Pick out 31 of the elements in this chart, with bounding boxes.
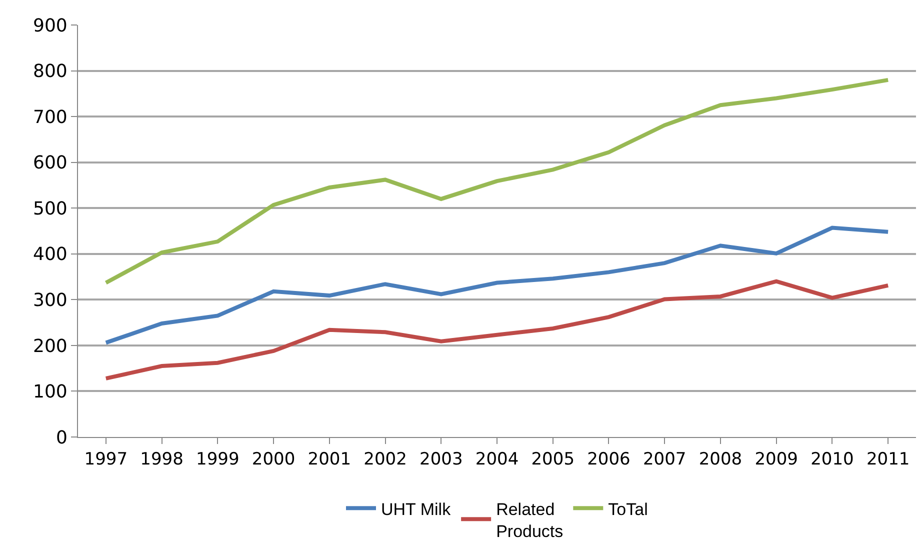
x-tick-label: 2004: [475, 449, 519, 470]
x-tick-label: 1998: [140, 449, 184, 470]
x-tick-label: 2002: [364, 449, 407, 470]
line-series: [104, 279, 890, 380]
y-tick-label: 400: [33, 244, 68, 266]
line-series: [104, 78, 890, 285]
x-tick-label: 2006: [587, 449, 630, 470]
legend-label: UHT Milk: [381, 500, 452, 519]
x-tick-label: 2008: [698, 449, 742, 470]
y-tick-label: 600: [33, 152, 68, 174]
y-tick-label: 0: [56, 427, 68, 448]
x-tick-label: 2000: [252, 449, 296, 470]
y-tick-label: 900: [33, 15, 68, 36]
line-series: [104, 226, 890, 345]
y-tick-label: 500: [33, 198, 68, 220]
x-tick-label: 2003: [419, 449, 463, 470]
x-tick-label: 2007: [642, 449, 686, 470]
y-tick-label: 700: [33, 106, 68, 128]
legend-label: Related Products: [496, 500, 564, 541]
x-tick-label: 2001: [308, 449, 352, 470]
y-tick-label: 100: [33, 382, 68, 403]
x-tick-label: 1999: [196, 449, 240, 470]
x-tick-label: 2005: [531, 449, 575, 470]
y-tick-label: 800: [33, 61, 68, 82]
x-tick-label: 1997: [84, 449, 128, 470]
x-tick-label: 2010: [810, 449, 854, 470]
y-tick-label: 200: [33, 336, 68, 357]
x-tick-label: 2011: [866, 449, 910, 470]
legend-label: ToTal: [608, 500, 648, 519]
x-tick-label: 2009: [754, 449, 798, 470]
y-tick-label: 300: [33, 290, 68, 311]
